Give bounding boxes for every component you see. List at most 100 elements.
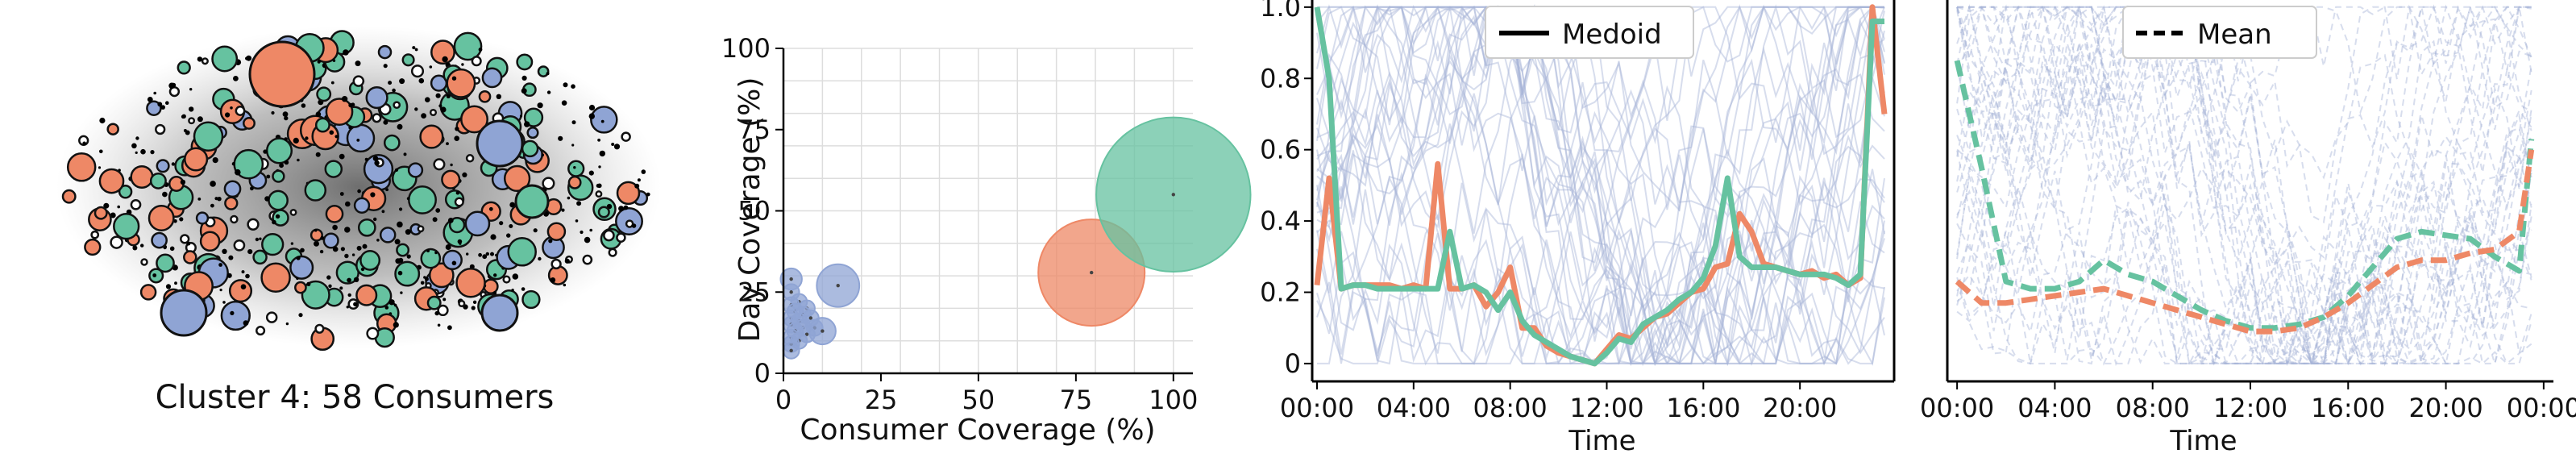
mean-legend: Mean [2122,6,2317,59]
network-node [347,277,351,283]
network-node [351,253,355,256]
network-node [388,81,393,85]
network-node [314,240,319,247]
network-node [324,160,343,178]
network-node [442,298,447,302]
bubble-point-center [789,290,793,294]
network-node [353,302,358,306]
network-node [567,160,585,177]
network-node [588,170,594,176]
background-profile-line [1316,6,1884,365]
bubble-x-tick-label: 50 [962,385,995,415]
network-node [340,247,345,252]
network-node [285,322,289,326]
network-node [561,100,567,106]
network-node [435,208,441,213]
background-profile-line [1956,6,2532,366]
x-tick-label: 20:00 [1763,393,1837,423]
bubble-y-tick-label: 50 [737,196,771,227]
network-node [372,156,379,161]
network-node [394,168,399,172]
background-profile-line [1316,5,1885,364]
network-node [546,90,551,94]
network-node [465,154,475,163]
network-node [458,299,466,308]
network-node [412,46,416,50]
network-node [352,75,365,87]
network-node [608,248,617,257]
x-tick-label: 12:00 [2213,393,2287,423]
bubble-point-center [804,332,809,336]
network-node [366,327,380,340]
network-node [131,143,137,149]
background-profile-line [1316,5,1885,214]
network-node [571,84,575,89]
network-node [401,53,415,67]
network-node [222,301,226,304]
network-node [250,186,254,191]
network-node [414,48,418,52]
network-node [397,270,403,276]
network-node [437,323,441,327]
background-profile-line [1316,5,1885,364]
network-node [103,202,110,209]
network-node [186,241,191,246]
network-node [265,311,278,323]
network-node [320,235,325,240]
network-node [180,234,190,244]
network-node [180,179,186,185]
network-node [189,88,193,91]
network-node [181,114,186,119]
network-node [450,163,453,167]
network-node [90,230,100,239]
series-line-green [1314,6,1884,367]
background-profile-line [1316,4,1885,366]
network-node [319,249,324,254]
network-node [330,81,334,85]
network-node [265,137,293,164]
network-node [363,154,394,185]
network-node [383,64,388,69]
background-profile-line [1316,6,1885,365]
bubble-y-tick-label: 75 [737,114,771,145]
background-profile-line [1316,50,1885,367]
network-node [426,295,442,310]
network-node [448,216,466,234]
network-node [199,231,221,252]
network-node [631,223,637,228]
network-node [597,183,602,189]
network-node [567,196,571,200]
network-node [279,163,284,169]
network-node [400,291,403,294]
network-node [499,221,504,226]
background-profile-line [1316,5,1884,224]
network-node [611,143,615,146]
network-node [447,218,454,223]
network-node [621,131,631,142]
network-node [343,49,349,56]
network-node [430,40,455,65]
network-node [407,162,424,178]
network-node [341,96,348,102]
network-node [296,277,299,281]
network-node [290,242,294,245]
network-node [440,106,447,113]
network-node [98,166,102,169]
network-node [388,299,395,306]
network-node [511,289,514,292]
network-node [243,320,249,326]
network-node [344,253,349,259]
network-node [641,169,646,174]
network-node [171,82,177,88]
network-node [139,284,157,301]
network-node [516,53,534,71]
network-node [233,76,239,81]
background-profile-line [1957,6,2532,367]
y-tick-label: 0.6 [1260,135,1301,165]
x-tick-label: 08:00 [2116,393,2190,423]
background-profile-line [1956,4,2532,266]
network-node [210,181,216,187]
background-profile-line [1316,15,1885,355]
network-node [519,114,523,118]
background-profile-line [1956,4,2532,365]
